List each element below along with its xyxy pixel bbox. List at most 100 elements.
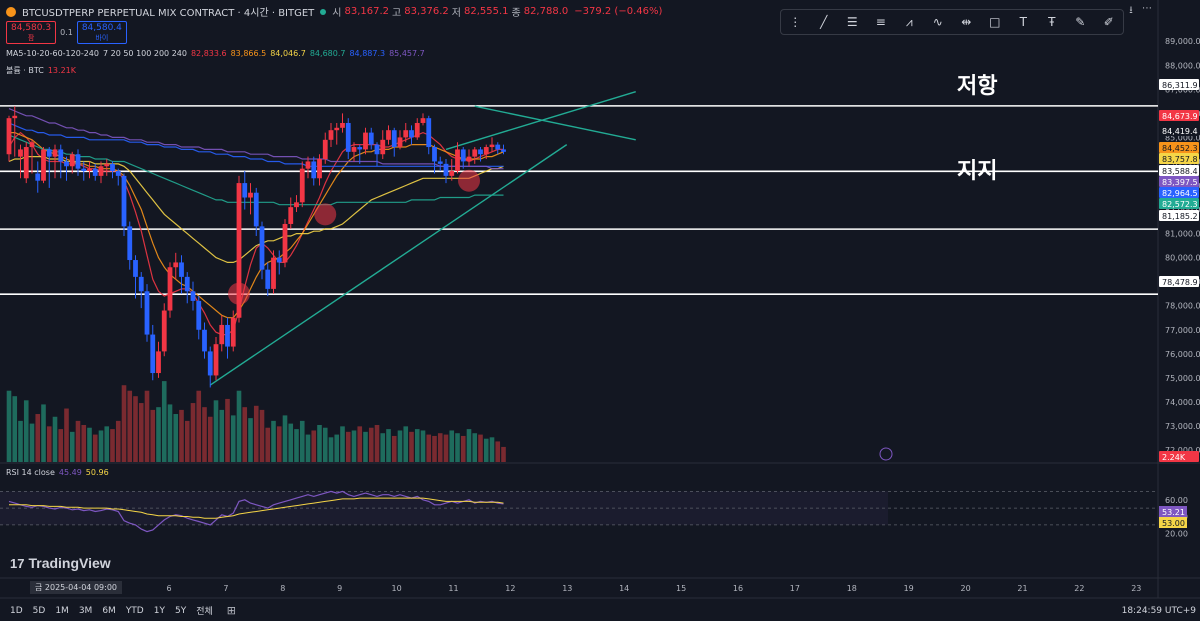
tv-logo-icon: 17: [10, 555, 25, 571]
candle-body: [12, 115, 18, 119]
rsi-value-badge-label: 53.21: [1162, 508, 1185, 517]
note-icon[interactable]: Ŧ: [1048, 15, 1056, 29]
timeframe-1D[interactable]: 1D: [10, 605, 23, 616]
time-tick-label: 18: [847, 584, 857, 593]
volume-bar: [133, 396, 138, 462]
volume-bar: [432, 435, 437, 462]
volume-bar: [363, 431, 368, 462]
price-axis-badge-label: 78,478.9: [1162, 278, 1198, 287]
candle-body: [179, 262, 184, 277]
sell-button[interactable]: 84,580.3 팜: [6, 21, 57, 44]
volume-bar: [41, 404, 46, 462]
time-tick-label: 7: [223, 584, 228, 593]
price-tick-label: 75,000.0: [1165, 374, 1200, 383]
text-icon[interactable]: T: [1019, 15, 1027, 29]
candle-body: [259, 226, 265, 270]
horizontal-lines-icon[interactable]: ☰: [846, 15, 858, 29]
bitcoin-icon: [6, 6, 16, 17]
range-icon[interactable]: ⇹: [961, 15, 972, 29]
price-axis-badge-label: 83,588.4: [1162, 167, 1198, 176]
volume-bar: [414, 429, 420, 462]
volume-bar: [179, 409, 184, 462]
candle-body: [501, 149, 506, 152]
timeframe-5Y[interactable]: 5Y: [174, 605, 187, 616]
timeframe-1Y[interactable]: 1Y: [153, 605, 165, 616]
candle-body: [29, 142, 35, 148]
timeframe-전체[interactable]: 전체: [196, 607, 213, 617]
ohlc-label: 고: [392, 8, 402, 19]
ohlc-label: 종: [511, 8, 521, 19]
volume-bar: [265, 427, 271, 462]
rsi-tick-label: 20.00: [1165, 529, 1188, 538]
volume-bar: [386, 429, 391, 462]
rsi-legend[interactable]: RSI 14 close 45.49 50.96: [6, 468, 109, 477]
timeframe-1M[interactable]: 1M: [55, 605, 69, 616]
time-tick-label: 12: [505, 584, 515, 593]
rsi-value: 45.49: [58, 468, 82, 477]
candle-body: [294, 202, 299, 208]
candle-body: [374, 144, 380, 155]
price-tick-label: 78,000.0: [1165, 302, 1200, 311]
candle-body: [299, 168, 305, 203]
pattern-icon[interactable]: ⩘: [905, 14, 913, 29]
timeframe-3M[interactable]: 3M: [78, 605, 93, 616]
price-axis-badge-label: 84,419.4: [1162, 127, 1198, 136]
highlighter-icon[interactable]: ✐: [1103, 15, 1114, 29]
price-tick-label: 76,000.0: [1165, 350, 1200, 359]
price-axis-badge: [1159, 142, 1199, 153]
time-tick-label: 6: [166, 584, 171, 593]
buy-button[interactable]: 84,580.4 바이: [76, 21, 127, 44]
candle-body: [340, 122, 345, 128]
ohlc-values: 시 83,167.2 고 83,376.2 저 82,555.1 종 82,788.0: [332, 4, 568, 19]
ma-legend[interactable]: MA5-10-20-60-120-240 7 20 50 100 200 240…: [6, 49, 425, 58]
candle-body: [288, 207, 294, 224]
price-change: −379.2 (−0.46%): [574, 6, 663, 17]
buy-price: 84,580.4: [81, 23, 122, 33]
timeframe-6M[interactable]: 6M: [102, 605, 116, 616]
time-tick-label: 8: [280, 584, 285, 593]
elliott-icon[interactable]: ∿: [932, 15, 943, 29]
trend-line[interactable]: [474, 105, 636, 141]
candle-body: [380, 139, 386, 155]
price-axis-badge-label: 2.24K: [1162, 453, 1186, 462]
timeframe-5D[interactable]: 5D: [32, 605, 46, 616]
moving-average-line: [8, 122, 504, 167]
volume-bar: [12, 396, 18, 462]
candle-body: [213, 344, 219, 376]
symbol-header: BTCUSDTPERP PERPETUAL MIX CONTRACT · 4시간…: [6, 4, 662, 19]
price-axis-badge: [1159, 110, 1199, 121]
rectangle-icon[interactable]: □: [989, 15, 1001, 29]
volume-legend[interactable]: 볼륨 · BTC 13.21K: [6, 65, 76, 76]
volume-bar: [242, 407, 248, 462]
trend-line-icon[interactable]: ╱: [820, 15, 828, 29]
lightning-icon[interactable]: [879, 447, 893, 461]
candle-body: [328, 130, 334, 140]
time-tick-label: 23: [1131, 584, 1141, 593]
brush-icon[interactable]: ✎: [1075, 15, 1086, 29]
download-icon[interactable]: ⭳: [1129, 5, 1133, 16]
price-axis-badge-label: 84,673.9: [1162, 112, 1198, 121]
volume-bar: [271, 420, 276, 462]
ma-value: 84,887.3: [349, 49, 386, 58]
symbol-title[interactable]: BTCUSDTPERP PERPETUAL MIX CONTRACT · 4시간…: [22, 8, 315, 19]
candle-body: [6, 118, 12, 155]
volume-bar: [87, 427, 92, 462]
candle-body: [138, 276, 144, 292]
volume-bar: [230, 415, 236, 462]
candle-body: [18, 149, 23, 157]
candle-body: [115, 171, 121, 176]
trend-line[interactable]: [209, 144, 568, 386]
fib-icon[interactable]: ≡: [875, 15, 886, 29]
volume-bar: [403, 426, 409, 462]
volume-bar: [259, 409, 265, 462]
candle-body: [110, 163, 115, 172]
candle-body: [449, 171, 455, 176]
timeframe-YTD[interactable]: YTD: [125, 605, 144, 616]
volume-bar: [23, 400, 29, 462]
more-icon[interactable]: ⋯: [1142, 3, 1152, 14]
date-range-icon[interactable]: ⊞: [226, 604, 236, 617]
price-axis-badge: [1159, 125, 1199, 136]
cursor-icon[interactable]: ⋮: [789, 15, 802, 29]
candle-body: [426, 118, 432, 148]
